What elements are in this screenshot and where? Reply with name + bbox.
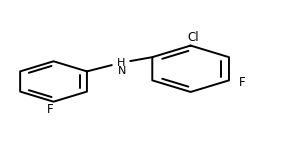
Text: Cl: Cl (188, 31, 199, 44)
Text: N: N (118, 66, 126, 76)
Text: H: H (117, 58, 125, 68)
Text: F: F (238, 76, 245, 89)
Text: F: F (47, 103, 54, 116)
